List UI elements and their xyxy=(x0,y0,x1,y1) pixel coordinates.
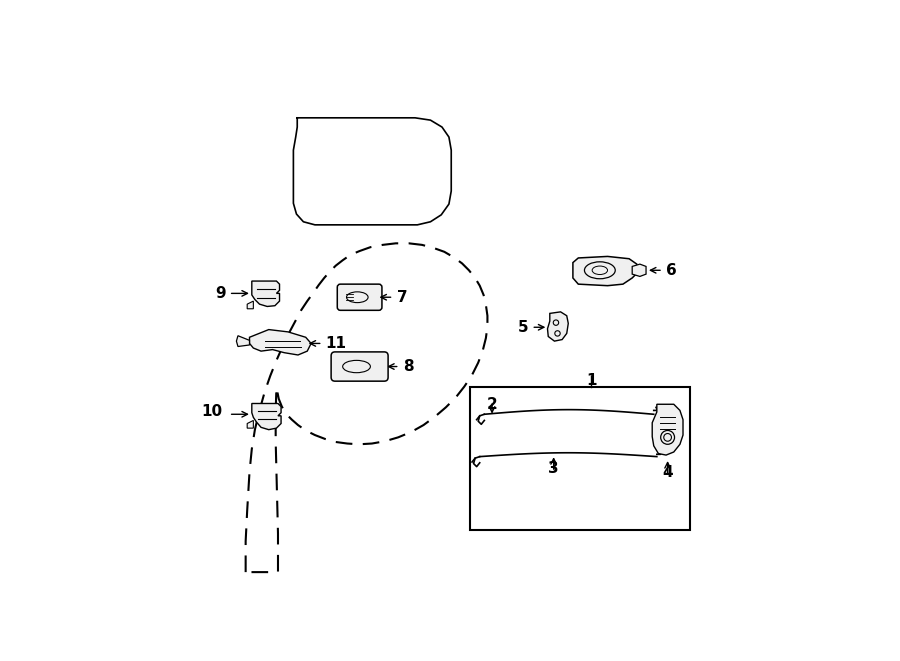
Polygon shape xyxy=(249,330,311,355)
Polygon shape xyxy=(652,405,683,455)
Polygon shape xyxy=(573,256,638,286)
Polygon shape xyxy=(237,336,249,346)
Text: 11: 11 xyxy=(326,336,346,351)
Text: 9: 9 xyxy=(215,286,226,301)
FancyBboxPatch shape xyxy=(338,284,382,310)
Polygon shape xyxy=(252,281,280,307)
Text: 5: 5 xyxy=(518,320,528,334)
Text: 2: 2 xyxy=(487,397,498,412)
Text: 8: 8 xyxy=(402,359,413,374)
Polygon shape xyxy=(248,301,254,309)
Polygon shape xyxy=(252,403,281,430)
Text: 3: 3 xyxy=(548,461,559,476)
Text: 1: 1 xyxy=(586,373,597,389)
Text: 10: 10 xyxy=(202,404,222,418)
Polygon shape xyxy=(632,264,646,276)
Bar xyxy=(471,387,690,529)
Text: 7: 7 xyxy=(397,290,407,305)
Text: 6: 6 xyxy=(666,263,677,278)
Polygon shape xyxy=(248,420,254,428)
FancyBboxPatch shape xyxy=(331,352,388,381)
Polygon shape xyxy=(547,312,568,341)
Text: 4: 4 xyxy=(662,465,673,480)
